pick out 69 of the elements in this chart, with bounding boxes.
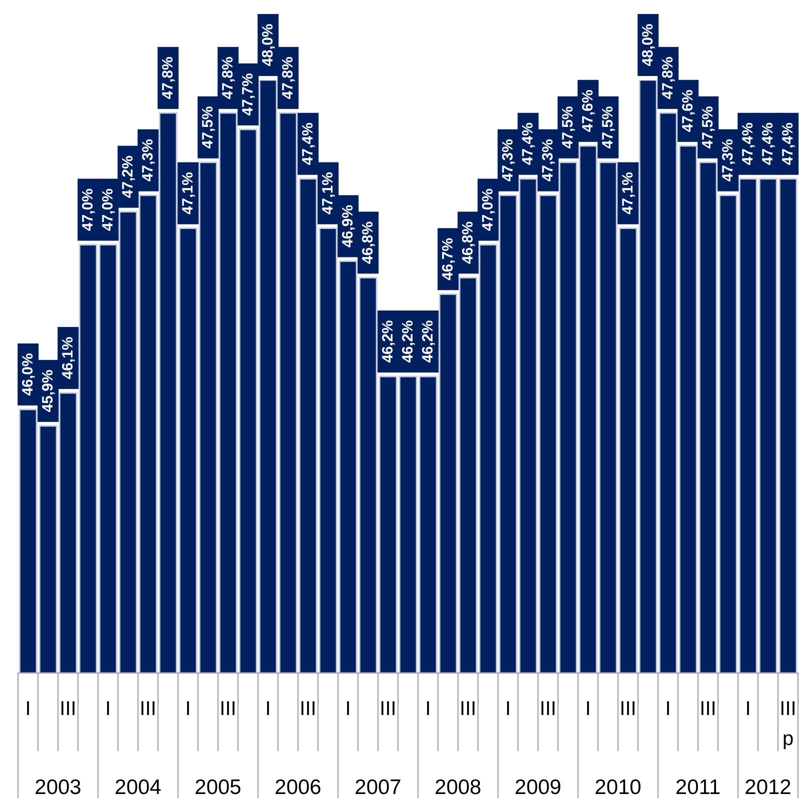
text: 2008 bbox=[434, 776, 482, 799]
data-label: 47,5% bbox=[200, 106, 217, 149]
data-label: 47,4% bbox=[520, 122, 537, 166]
data-label: 47,3% bbox=[540, 139, 557, 182]
x-tick-label: I bbox=[585, 698, 591, 720]
data-label: 46,9% bbox=[340, 204, 357, 248]
data-label: 47,4% bbox=[300, 122, 317, 166]
x-tick-label: III bbox=[140, 698, 156, 720]
x-tick-label: III bbox=[380, 698, 396, 720]
x-tick-label: III bbox=[700, 698, 716, 720]
data-label: 45,9% bbox=[40, 370, 57, 412]
data-label: 46,2% bbox=[420, 320, 437, 363]
data-label: 47,5% bbox=[600, 106, 617, 149]
data-label: 47,0% bbox=[100, 188, 117, 231]
data-label: 46,2% bbox=[400, 320, 417, 363]
text: 2012 bbox=[744, 776, 792, 799]
text: 2010 bbox=[594, 776, 642, 799]
data-label: 46,1% bbox=[60, 336, 77, 380]
text: 2006 bbox=[274, 776, 322, 799]
x-tick-label: I bbox=[505, 698, 511, 720]
data-label: 47,8% bbox=[160, 56, 177, 100]
data-label: 48,0% bbox=[260, 24, 277, 66]
x-tick-label: I bbox=[105, 698, 111, 720]
x-tick-label: I bbox=[425, 698, 431, 720]
data-label: 47,6% bbox=[680, 90, 697, 132]
data-label: 47,8% bbox=[280, 56, 297, 100]
x-tick-label: I bbox=[265, 698, 271, 720]
x-tick-label: I bbox=[185, 698, 191, 720]
text: 2007 bbox=[354, 776, 402, 799]
data-label: 47,4% bbox=[780, 122, 797, 166]
x-tick-label: III bbox=[460, 698, 476, 720]
text: 2009 bbox=[514, 776, 562, 799]
x-tick-label: III bbox=[620, 698, 636, 720]
data-label: 47,8% bbox=[220, 56, 237, 100]
text: 2004 bbox=[114, 776, 162, 799]
data-label: 46,7% bbox=[440, 238, 457, 280]
data-label: 47,2% bbox=[120, 156, 137, 198]
data-label: 47,0% bbox=[80, 188, 97, 231]
data-label: 46,8% bbox=[460, 221, 477, 264]
data-label: 47,3% bbox=[720, 139, 737, 182]
data-label: 47,8% bbox=[660, 56, 677, 100]
data-label: 47,5% bbox=[560, 106, 577, 149]
data-label: 47,7% bbox=[240, 73, 257, 116]
data-label: 46,0% bbox=[20, 353, 37, 396]
text: 2005 bbox=[194, 776, 242, 799]
x-tick-label: I bbox=[665, 698, 671, 720]
text: 2003 bbox=[34, 776, 82, 799]
data-label: 47,0% bbox=[480, 188, 497, 231]
x-tick-label: III p bbox=[780, 698, 796, 750]
data-label: 47,3% bbox=[500, 139, 517, 182]
data-label: 47,4% bbox=[760, 122, 777, 166]
data-label: 47,1% bbox=[320, 172, 337, 215]
x-tick-label: III bbox=[300, 698, 316, 720]
data-label: 47,4% bbox=[740, 122, 757, 166]
data-label: 47,1% bbox=[180, 172, 197, 215]
x-tick-label: I bbox=[745, 698, 751, 720]
data-label: 47,1% bbox=[620, 172, 637, 215]
data-label: 48,0% bbox=[640, 24, 657, 66]
x-tick-label: I bbox=[25, 698, 31, 720]
text: 2011 bbox=[675, 776, 721, 799]
x-tick-label: III bbox=[540, 698, 556, 720]
data-label: 46,2% bbox=[380, 320, 397, 363]
x-tick-label: III bbox=[60, 698, 76, 720]
data-label: 46,8% bbox=[360, 221, 377, 264]
x-tick-label: III bbox=[220, 698, 236, 720]
data-label: 47,5% bbox=[700, 106, 717, 149]
data-label: 47,3% bbox=[140, 139, 157, 182]
data-label: 47,6% bbox=[580, 90, 597, 132]
x-tick-label: I bbox=[345, 698, 351, 720]
